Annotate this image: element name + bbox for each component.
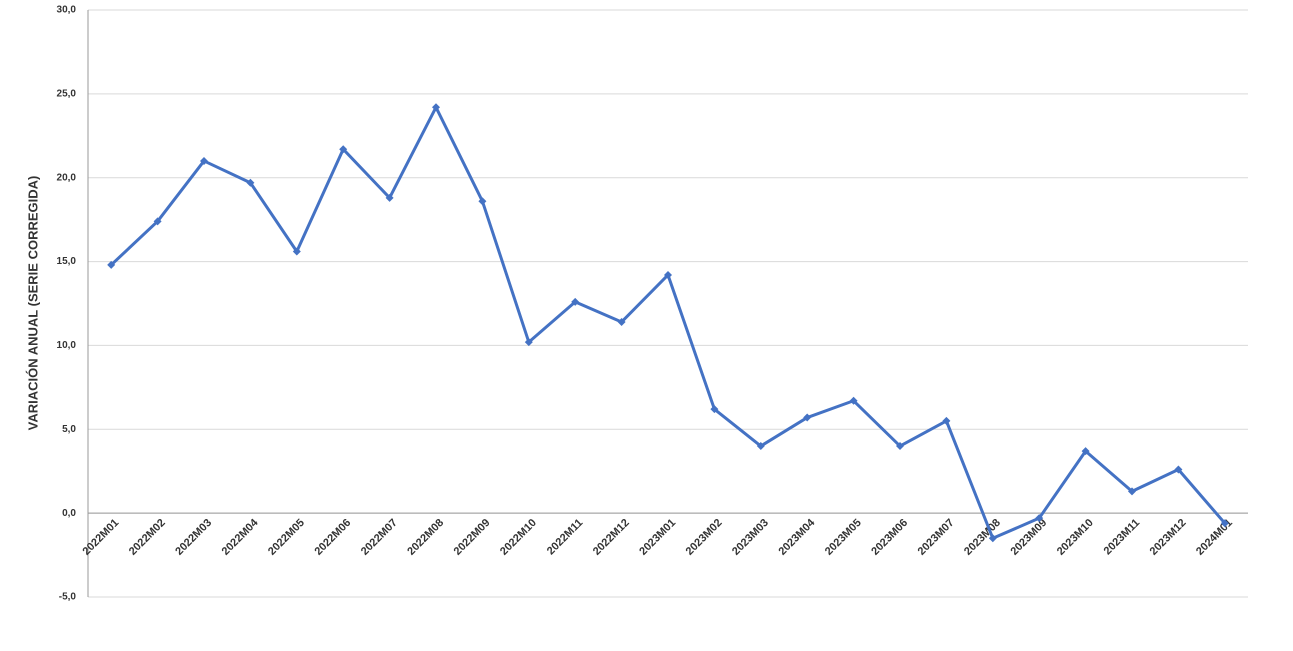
marker	[849, 396, 858, 405]
marker	[478, 197, 487, 206]
x-tick-label: 2022M07	[359, 517, 400, 558]
marker	[571, 297, 580, 306]
x-tick-label: 2022M08	[405, 517, 446, 558]
x-tick-label: 2023M04	[776, 516, 818, 558]
x-tick-label: 2022M03	[173, 517, 214, 558]
marker	[988, 534, 997, 543]
marker	[942, 416, 951, 425]
x-tick-label: 2023M01	[637, 517, 678, 558]
y-tick-label: 5,0	[62, 424, 76, 435]
x-tick-label: 2023M12	[1148, 517, 1189, 558]
marker	[153, 217, 162, 226]
x-tick-label: 2022M11	[545, 517, 585, 557]
y-tick-label: 20,0	[57, 172, 77, 183]
marker	[1174, 465, 1183, 474]
marker	[756, 442, 765, 451]
x-tick-label: 2022M04	[220, 516, 262, 558]
y-tick-label: 15,0	[57, 256, 77, 267]
line	[110, 105, 1226, 540]
y-axis-label: VARIACIÓN ANUAL (SERIE CORREGIDA)	[25, 176, 40, 431]
marker	[200, 156, 208, 165]
marker	[1220, 519, 1229, 528]
marker	[432, 103, 440, 112]
y-tick-label: -5,0	[59, 592, 77, 603]
y-tick-label: 10,0	[57, 340, 77, 351]
marker	[664, 270, 672, 279]
x-tick-label: 2022M06	[312, 517, 353, 558]
x-tick-label: 2024M01	[1194, 517, 1235, 558]
x-tick-label: 2023M06	[869, 517, 910, 558]
x-tick-label: 2022M02	[127, 517, 168, 558]
x-tick-label: 2022M09	[452, 517, 493, 558]
x-tick-label: 2023M07	[916, 517, 957, 558]
marker	[1128, 487, 1136, 496]
marker	[803, 413, 812, 422]
x-tick-label: 2022M05	[266, 517, 307, 558]
x-tick-label: 2022M12	[591, 517, 632, 558]
marker	[339, 145, 348, 154]
marker	[107, 260, 116, 269]
x-tick-label: 2022M10	[498, 517, 539, 558]
x-tick-label: 2023M11	[1102, 517, 1142, 557]
y-tick-label: 0,0	[62, 508, 76, 519]
x-tick-label: 2023M03	[730, 517, 771, 558]
marker	[292, 247, 301, 256]
marker	[710, 405, 719, 414]
y-tick-label: 25,0	[57, 88, 77, 99]
x-tick-label: 2023M02	[684, 517, 725, 558]
marker	[1081, 447, 1090, 456]
x-tick-label: 2022M01	[80, 517, 121, 558]
y-tick-label: 30,0	[57, 5, 77, 16]
x-tick-label: 2023M05	[823, 517, 864, 558]
marker	[385, 193, 394, 202]
x-tick-label: 2023M10	[1055, 517, 1096, 558]
marker	[1035, 514, 1044, 523]
marker	[524, 338, 533, 347]
marker	[896, 442, 904, 451]
marker	[246, 178, 255, 187]
marker	[617, 317, 626, 326]
